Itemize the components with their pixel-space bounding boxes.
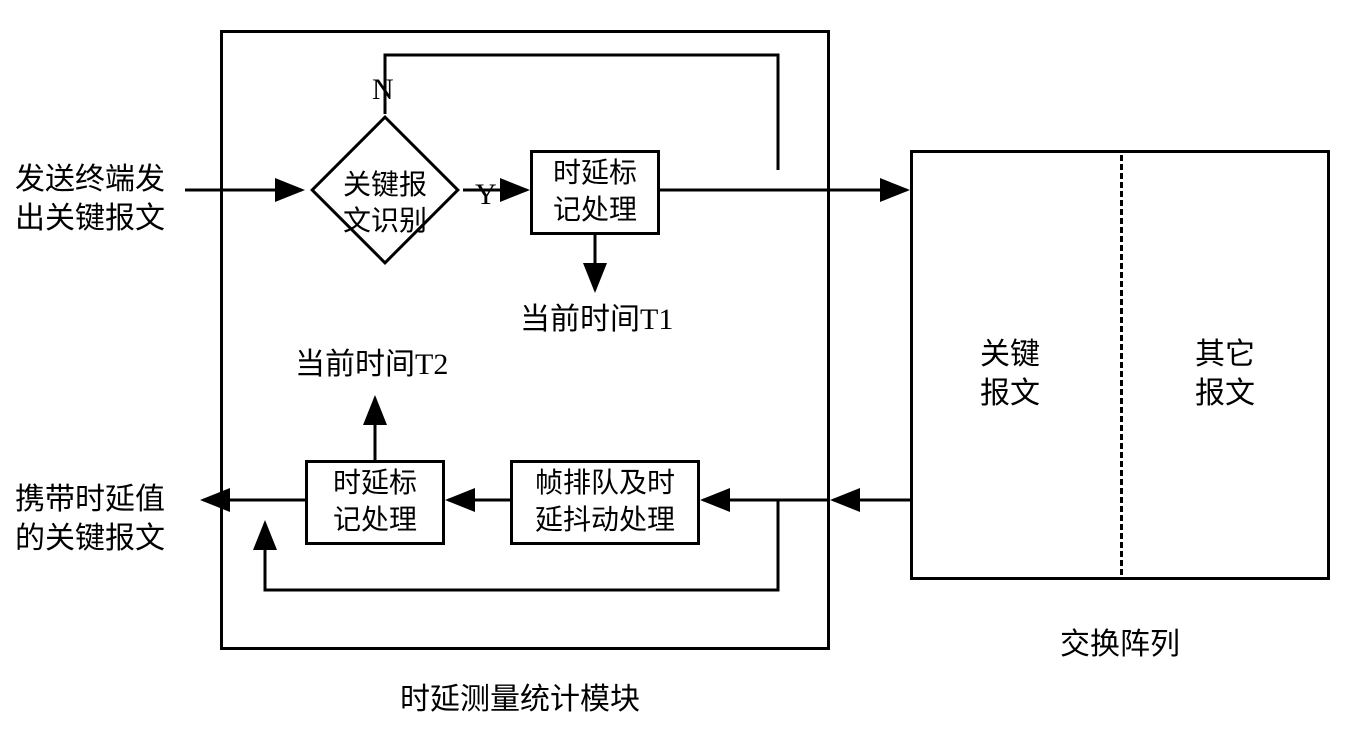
queue-line2: 延抖动处理 (535, 505, 675, 536)
delay-mark-top-line1: 时延标 (553, 158, 637, 189)
array-left-text: 关键 报文 (980, 335, 1040, 413)
decision-y-label: Y (475, 175, 497, 214)
delay-mark-bottom-line2: 记处理 (333, 505, 417, 536)
input-top-line2: 出关键报文 (15, 202, 165, 235)
input-bottom-line1: 携带时延值 (15, 483, 165, 516)
t1-label: 当前时间T1 (520, 300, 673, 339)
input-bottom-line2: 的关键报文 (15, 522, 165, 555)
delay-mark-bottom-line1: 时延标 (333, 468, 417, 499)
delay-mark-top-line2: 记处理 (553, 195, 637, 226)
array-left-line1: 关键 (980, 338, 1040, 371)
input-top-label: 发送终端发 出关键报文 (15, 160, 165, 238)
module-label: 时延测量统计模块 (400, 680, 640, 719)
array-left-line2: 报文 (980, 377, 1040, 410)
array-right-line1: 其它 (1195, 338, 1255, 371)
delay-mark-top-box: 时延标 记处理 (530, 150, 660, 235)
delay-mark-bottom-box: 时延标 记处理 (305, 460, 445, 545)
array-right-text: 其它 报文 (1195, 335, 1255, 413)
t2-label: 当前时间T2 (295, 345, 448, 384)
array-right-line2: 报文 (1195, 377, 1255, 410)
input-bottom-label: 携带时延值 的关键报文 (15, 480, 165, 558)
queue-line1: 帧排队及时 (535, 468, 675, 499)
array-divider (1120, 155, 1123, 575)
diagram-container: 关键报 文识别 时延标 记处理 时延标 记处理 帧排队及时 延抖动处理 发送终端… (0, 0, 1369, 735)
input-top-line1: 发送终端发 (15, 163, 165, 196)
array-label: 交换阵列 (1060, 625, 1180, 664)
module-box (220, 30, 830, 650)
queue-box: 帧排队及时 延抖动处理 (510, 460, 700, 545)
decision-n-label: N (372, 70, 394, 109)
